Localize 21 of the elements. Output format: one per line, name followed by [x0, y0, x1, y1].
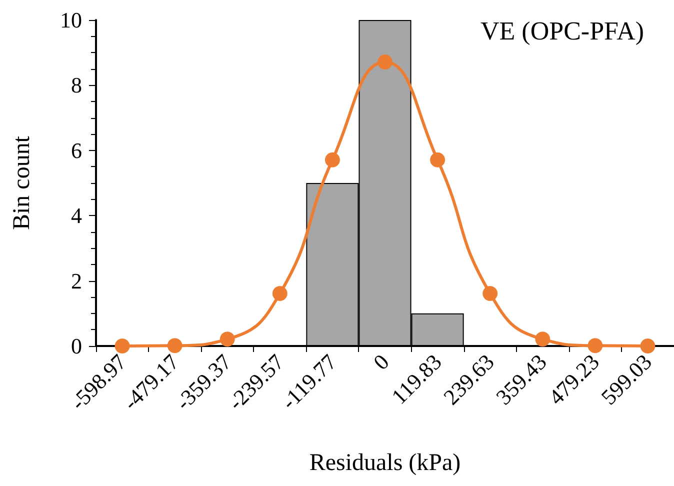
- point: [220, 332, 235, 347]
- point: [114, 338, 130, 354]
- y-tick-label: 8: [71, 72, 82, 98]
- point: [378, 54, 392, 70]
- annotation: VE (OPC-PFA): [480, 16, 644, 46]
- point: [482, 286, 498, 302]
- point: [640, 338, 656, 354]
- point: [430, 152, 446, 168]
- y-tick-label: 0: [71, 334, 82, 358]
- x-axis-title: Residuals (kPa): [309, 450, 461, 476]
- x-tick-label: 0: [368, 349, 394, 375]
- point: [535, 332, 550, 347]
- y-tick-label: 10: [60, 8, 82, 32]
- point: [167, 338, 182, 354]
- point: [272, 286, 288, 302]
- point: [588, 338, 603, 354]
- y-axis-title: Bin count: [9, 136, 35, 230]
- point: [324, 152, 340, 168]
- y-tick-label: 6: [71, 138, 82, 163]
- y-tick-label: 4: [71, 203, 82, 228]
- y-tick-label: 2: [71, 268, 82, 294]
